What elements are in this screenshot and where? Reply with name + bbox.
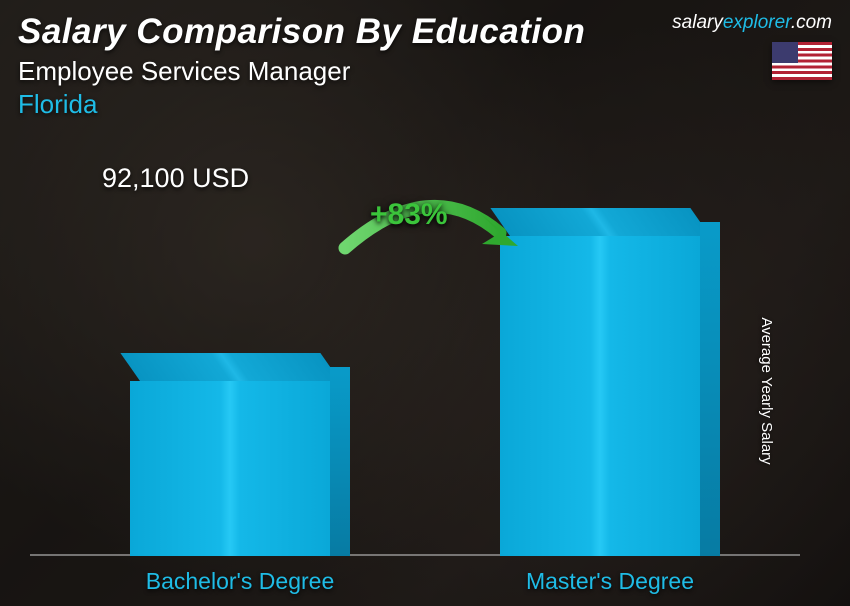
brand-logo-text: salaryexplorer.com (672, 12, 832, 34)
header: Salary Comparison By Education Employee … (0, 0, 850, 120)
us-flag-icon (772, 42, 832, 80)
brand-flag-block: salaryexplorer.com (672, 12, 832, 120)
bar-side (330, 367, 350, 556)
bar-side (700, 222, 720, 556)
bar-label: Master's Degree (490, 568, 730, 595)
main-title: Salary Comparison By Education (18, 12, 585, 52)
bar-label: Bachelor's Degree (120, 568, 360, 595)
location: Florida (18, 89, 585, 120)
bar-front (130, 381, 330, 556)
bar-front (500, 236, 700, 556)
bar-top (120, 353, 340, 381)
title-block: Salary Comparison By Education Employee … (18, 12, 585, 120)
percent-increase: +83% (370, 198, 448, 232)
chart-area: Average Yearly Salary 92,100 USD Bachelo… (0, 176, 850, 606)
job-title: Employee Services Manager (18, 56, 585, 87)
y-axis-label: Average Yearly Salary (758, 317, 775, 464)
bar-masters: 169,000 USD Master's Degree (500, 236, 700, 556)
bar-bachelors: 92,100 USD Bachelor's Degree (130, 381, 330, 556)
bar-value: 92,100 USD (102, 163, 249, 194)
